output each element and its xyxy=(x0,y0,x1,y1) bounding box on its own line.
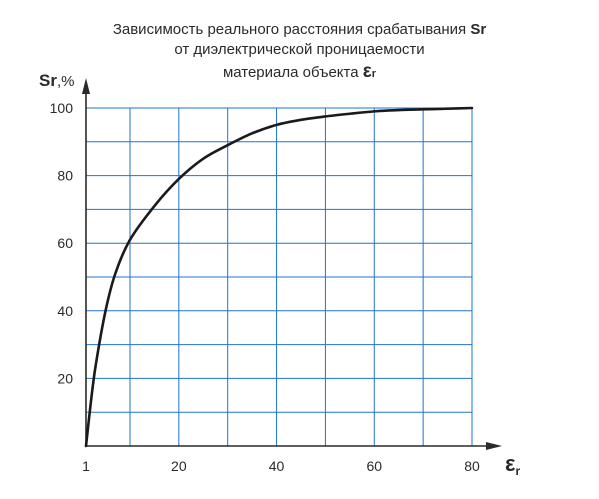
chart-title-symbol-epsilon-sub: r xyxy=(371,68,377,80)
series-line-0 xyxy=(84,106,474,448)
grid xyxy=(85,107,473,447)
x-tick-label-40: 40 xyxy=(269,458,285,474)
y-tick-labels: 20 40 60 80 100 xyxy=(50,100,74,386)
chart-title-text-3: материала объекта xyxy=(222,64,359,81)
chart-title-line-3: материала объекта εr xyxy=(0,62,599,84)
x-axis-label: εr xyxy=(505,451,520,478)
chart-title-symbol-epsilon: ε xyxy=(362,61,372,82)
y-axis-label: Sr,% xyxy=(39,71,74,90)
x-tick-labels: 1 20 40 60 80 xyxy=(82,458,480,474)
chart-title-text-2: от диэлектрической проницаемости xyxy=(174,41,425,58)
y-axis-label-symbol: Sr xyxy=(39,71,57,90)
x-tick-label-60: 60 xyxy=(366,458,382,474)
y-tick-label-80: 80 xyxy=(57,168,73,184)
x-tick-label-1: 1 xyxy=(82,458,90,474)
x-axis-label-symbol: ε xyxy=(505,451,516,476)
y-tick-label-20: 20 xyxy=(57,370,73,386)
x-axis-arrow xyxy=(486,442,502,450)
chart-title-text-1: Зависимость реального расстояния срабаты… xyxy=(112,21,467,38)
y-tick-label-40: 40 xyxy=(57,303,73,319)
chart-title-line-1: Зависимость реального расстояния срабаты… xyxy=(0,20,599,39)
y-tick-label-100: 100 xyxy=(50,100,74,116)
x-tick-label-80: 80 xyxy=(464,458,480,474)
x-axis-label-sub: r xyxy=(515,464,520,478)
x-tick-label-20: 20 xyxy=(171,458,187,474)
axes xyxy=(82,78,502,450)
y-axis-label-unit: ,% xyxy=(57,73,75,90)
y-axis-arrow xyxy=(82,78,90,94)
series-group xyxy=(84,106,474,448)
y-tick-label-60: 60 xyxy=(57,235,73,251)
chart-title-line-2: от диэлектрической проницаемости xyxy=(0,40,599,59)
chart-title-symbol-sr: Sr xyxy=(470,21,487,38)
